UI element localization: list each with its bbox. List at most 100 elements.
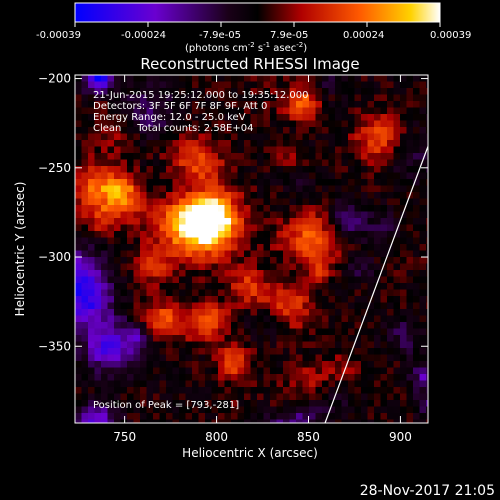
- heatmap-cell: [218, 81, 225, 89]
- heatmap-cell: [354, 127, 362, 134]
- heatmap-cell: [426, 393, 428, 401]
- heatmap-cell: [153, 315, 160, 323]
- heatmap-cell: [426, 322, 428, 329]
- heatmap-cell: [296, 133, 303, 141]
- heatmap-cell: [88, 166, 95, 173]
- heatmap-cell: [406, 380, 414, 388]
- heatmap-cell: [133, 237, 141, 245]
- colorbar: [74, 2, 441, 23]
- heatmap-cell: [250, 153, 258, 160]
- heatmap-cell: [283, 419, 290, 423]
- heatmap-cell: [367, 218, 375, 225]
- heatmap-cell: [205, 335, 212, 342]
- heatmap-cell: [328, 419, 336, 423]
- heatmap-cell: [380, 328, 388, 336]
- heatmap-cell: [218, 88, 225, 95]
- heatmap-cell: [114, 354, 121, 362]
- heatmap-cell: [237, 133, 245, 141]
- heatmap-cell: [257, 341, 264, 349]
- heatmap-cell: [406, 406, 414, 414]
- heatmap-cell: [367, 81, 375, 89]
- heatmap-cell: [127, 101, 134, 108]
- heatmap-cell: [244, 257, 251, 264]
- heatmap-cell: [237, 354, 245, 362]
- heatmap-cell: [374, 211, 381, 219]
- heatmap-cell: [205, 192, 212, 199]
- heatmap-cell: [231, 120, 238, 128]
- heatmap-cell: [120, 172, 128, 180]
- heatmap-cell: [400, 289, 407, 297]
- heatmap-cell: [426, 198, 428, 206]
- heatmap-cell: [107, 315, 115, 323]
- heatmap-cell: [361, 94, 368, 102]
- heatmap-cell: [322, 211, 329, 219]
- heatmap-cell: [237, 419, 245, 423]
- heatmap-cell: [140, 270, 147, 277]
- heatmap-cell: [244, 361, 251, 368]
- heatmap-cell: [309, 237, 316, 245]
- heatmap-cell: [367, 380, 375, 388]
- heatmap-cell: [146, 257, 154, 264]
- heatmap-cell: [380, 218, 388, 225]
- heatmap-cell: [276, 270, 284, 277]
- heatmap-cell: [237, 153, 245, 160]
- heatmap-cell: [81, 75, 89, 82]
- heatmap-cell: [185, 257, 193, 264]
- heatmap-cell: [224, 159, 232, 167]
- heatmap-cell: [387, 179, 394, 186]
- heatmap-cell: [140, 127, 147, 134]
- heatmap-cell: [114, 179, 121, 186]
- heatmap-cell: [348, 127, 355, 134]
- heatmap-cell: [276, 244, 284, 251]
- heatmap-cell: [426, 218, 428, 225]
- heatmap-cell: [166, 296, 173, 303]
- heatmap-cell: [237, 270, 245, 277]
- heatmap-cell: [237, 205, 245, 212]
- heatmap-cell: [322, 348, 329, 355]
- heatmap-cell: [198, 127, 206, 134]
- heatmap-cell: [205, 302, 212, 310]
- heatmap-cell: [101, 296, 108, 303]
- heatmap-cell: [419, 276, 427, 284]
- heatmap-cell: [296, 114, 303, 121]
- heatmap-cell: [263, 276, 271, 284]
- heatmap-cell: [166, 224, 173, 232]
- heatmap-cell: [309, 419, 316, 423]
- heatmap-cell: [94, 133, 102, 141]
- heatmap-cell: [283, 224, 290, 232]
- heatmap-cell: [276, 153, 284, 160]
- heatmap-cell: [426, 419, 428, 423]
- heatmap-cell: [140, 250, 147, 258]
- heatmap-cell: [159, 192, 167, 199]
- heatmap-cell: [120, 270, 128, 277]
- heatmap-cell: [146, 88, 154, 95]
- heatmap-cell: [289, 140, 297, 147]
- heatmap-cell: [263, 419, 271, 423]
- heatmap-cell: [250, 114, 258, 121]
- heatmap-cell: [276, 133, 284, 141]
- heatmap-cell: [127, 354, 134, 362]
- heatmap-cell: [257, 413, 264, 420]
- heatmap-cell: [374, 250, 381, 258]
- heatmap-cell: [348, 270, 355, 277]
- heatmap-cell: [107, 341, 115, 349]
- heatmap-cell: [315, 283, 323, 290]
- heatmap-cell: [257, 276, 264, 284]
- heatmap-cell: [88, 270, 95, 277]
- heatmap-cell: [231, 328, 238, 336]
- heatmap-cell: [322, 172, 329, 180]
- heatmap-cell: [114, 263, 121, 271]
- heatmap-cell: [380, 400, 388, 407]
- heatmap-cell: [393, 172, 401, 180]
- heatmap-cell: [419, 127, 427, 134]
- heatmap-cell: [218, 127, 225, 134]
- heatmap-cell: [159, 283, 167, 290]
- heatmap-cell: [426, 107, 428, 115]
- heatmap-cell: [114, 127, 121, 134]
- heatmap-cell: [114, 380, 121, 388]
- heatmap-cell: [218, 309, 225, 316]
- heatmap-cell: [185, 413, 193, 420]
- heatmap-cell: [367, 192, 375, 199]
- heatmap-cell: [153, 153, 160, 160]
- heatmap-cell: [348, 250, 355, 258]
